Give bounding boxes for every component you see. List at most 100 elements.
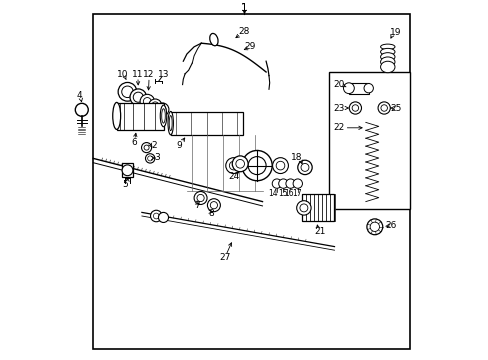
Bar <box>93 14 409 349</box>
Circle shape <box>292 179 302 188</box>
Ellipse shape <box>380 44 394 50</box>
Circle shape <box>285 179 295 188</box>
Text: 18: 18 <box>290 153 302 162</box>
Ellipse shape <box>113 102 121 130</box>
Circle shape <box>296 201 310 215</box>
Text: 23: 23 <box>333 104 344 113</box>
Bar <box>318 194 322 221</box>
Circle shape <box>122 86 133 98</box>
Bar <box>325 194 330 221</box>
Text: 24: 24 <box>228 172 240 181</box>
Circle shape <box>276 161 284 170</box>
Circle shape <box>297 160 311 175</box>
Text: 12: 12 <box>143 70 155 79</box>
Bar <box>322 194 325 221</box>
Bar <box>348 83 368 94</box>
Ellipse shape <box>169 116 172 131</box>
Circle shape <box>363 84 373 93</box>
Circle shape <box>207 199 220 212</box>
Circle shape <box>380 105 386 111</box>
Text: 11: 11 <box>132 70 143 79</box>
Text: 10: 10 <box>117 70 128 79</box>
Circle shape <box>148 99 162 112</box>
Circle shape <box>156 103 168 116</box>
Text: 20: 20 <box>332 80 344 89</box>
Circle shape <box>133 92 143 102</box>
Circle shape <box>247 157 265 175</box>
Text: 3: 3 <box>153 153 159 162</box>
Ellipse shape <box>380 48 394 55</box>
Circle shape <box>272 158 288 174</box>
Bar <box>314 194 318 221</box>
Text: 4: 4 <box>76 91 81 100</box>
Circle shape <box>242 150 272 181</box>
Ellipse shape <box>380 61 394 73</box>
Ellipse shape <box>160 105 166 127</box>
Bar <box>330 194 334 221</box>
Circle shape <box>194 192 206 204</box>
Text: 13: 13 <box>158 70 169 79</box>
Text: 29: 29 <box>244 42 255 51</box>
Circle shape <box>229 161 238 170</box>
Circle shape <box>150 210 162 222</box>
Circle shape <box>144 145 149 150</box>
Text: 27: 27 <box>219 253 230 262</box>
Text: 19: 19 <box>389 28 401 37</box>
Circle shape <box>225 158 241 174</box>
Circle shape <box>159 106 166 113</box>
Circle shape <box>118 82 137 101</box>
Circle shape <box>122 165 133 176</box>
Text: 14: 14 <box>267 189 277 198</box>
Ellipse shape <box>168 112 173 135</box>
Circle shape <box>130 89 146 105</box>
Ellipse shape <box>380 57 394 67</box>
Circle shape <box>366 219 382 235</box>
Circle shape <box>351 105 358 111</box>
Circle shape <box>377 102 389 114</box>
Text: 1: 1 <box>241 3 247 13</box>
Bar <box>328 72 409 209</box>
Circle shape <box>143 98 151 105</box>
Text: 7: 7 <box>193 202 199 210</box>
Text: 2: 2 <box>151 141 156 150</box>
Circle shape <box>299 204 307 212</box>
Circle shape <box>153 213 159 219</box>
Circle shape <box>75 103 88 116</box>
Bar <box>305 194 309 221</box>
Circle shape <box>158 212 168 222</box>
Circle shape <box>147 156 152 161</box>
Text: 28: 28 <box>238 27 250 36</box>
Circle shape <box>232 156 247 172</box>
Circle shape <box>151 102 159 109</box>
Text: 21: 21 <box>314 227 325 236</box>
Circle shape <box>210 202 217 209</box>
Text: 15: 15 <box>278 189 287 198</box>
Text: 9: 9 <box>177 141 182 150</box>
Circle shape <box>272 179 281 188</box>
Text: 25: 25 <box>390 104 401 113</box>
Circle shape <box>348 102 361 114</box>
Bar <box>117 103 163 130</box>
Circle shape <box>141 143 151 153</box>
Bar <box>302 194 334 221</box>
Circle shape <box>369 222 379 231</box>
Circle shape <box>145 154 155 163</box>
Bar <box>122 163 133 177</box>
Circle shape <box>235 159 244 168</box>
Text: 1: 1 <box>241 3 247 13</box>
Circle shape <box>301 163 308 171</box>
Text: 16: 16 <box>284 189 294 198</box>
Bar <box>302 194 305 221</box>
Bar <box>309 194 314 221</box>
Ellipse shape <box>380 53 394 61</box>
Ellipse shape <box>209 33 218 46</box>
Circle shape <box>140 94 154 109</box>
Circle shape <box>343 83 354 94</box>
Ellipse shape <box>162 109 165 123</box>
Text: 26: 26 <box>385 220 396 230</box>
Text: 6: 6 <box>132 138 137 147</box>
Text: 5: 5 <box>122 180 127 189</box>
Bar <box>170 112 242 135</box>
Circle shape <box>278 179 287 188</box>
Text: 22: 22 <box>333 123 344 132</box>
